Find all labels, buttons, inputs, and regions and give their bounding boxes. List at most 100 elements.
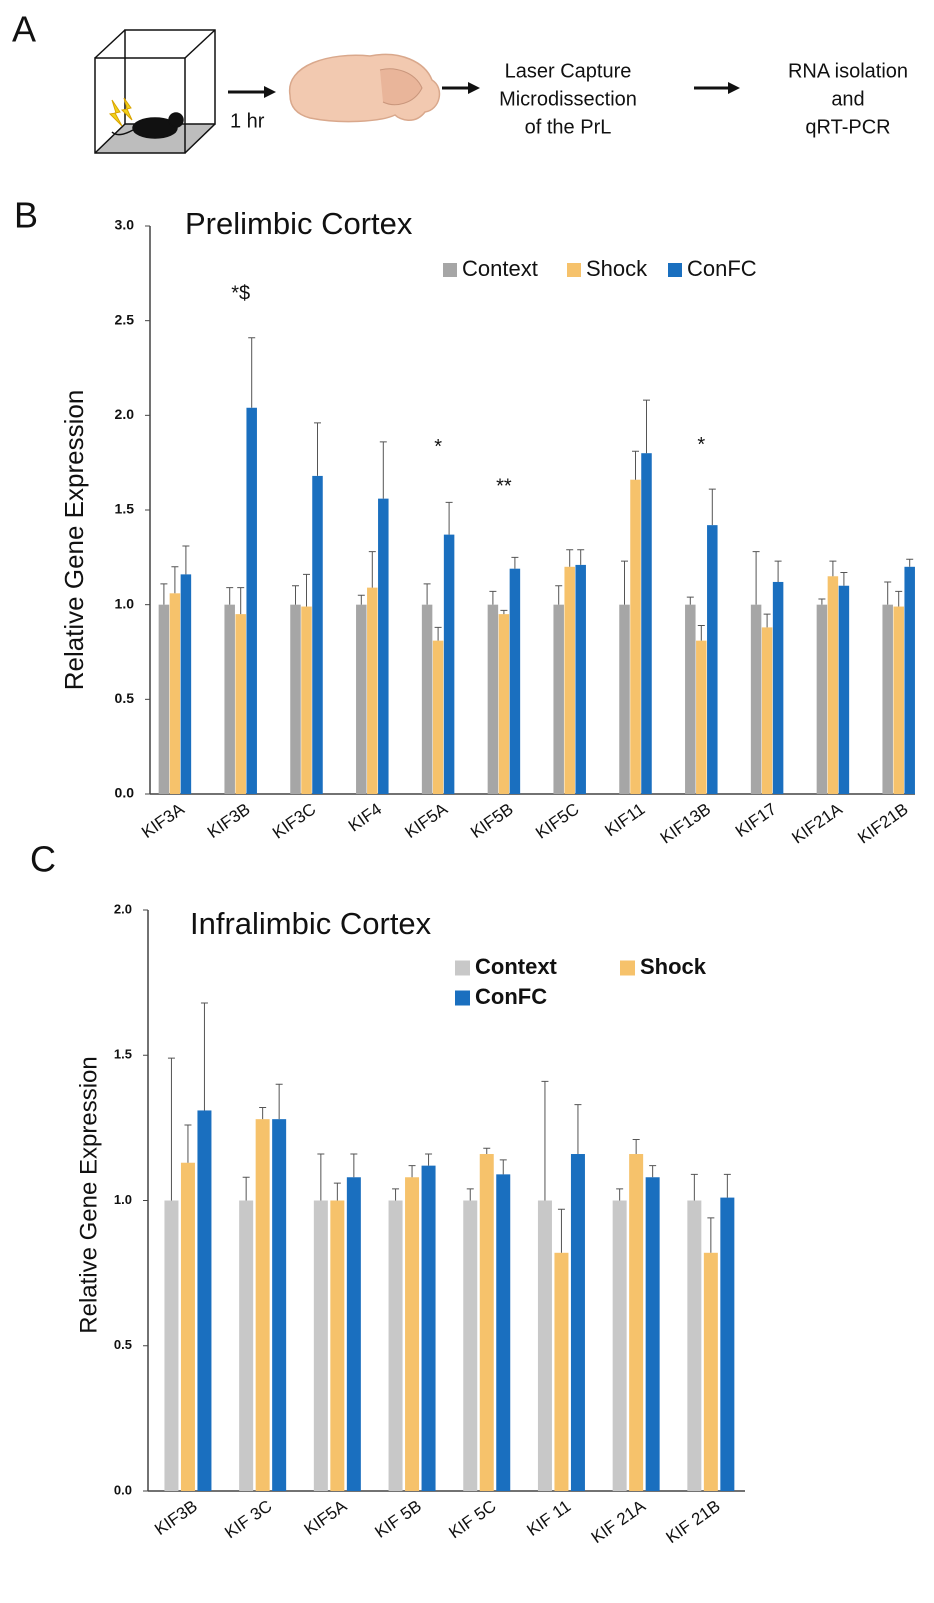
error-bar [314,422,321,476]
bar [509,568,521,794]
bar [904,566,915,794]
x-tick-label: KIF 11 [523,1496,574,1540]
error-bar [723,1173,731,1198]
y-tick-label: 1.5 [115,501,135,517]
error-bar [511,556,519,569]
error-bar [357,594,365,605]
duration-label: 1 hr [230,110,265,132]
y-axis-title: Relative Gene Expression [59,390,89,691]
error-bar [774,560,782,582]
bar [224,604,235,794]
x-tick-label: KIF5A [301,1496,351,1539]
x-tick-label: KIF21A [788,799,846,847]
error-bar [292,585,299,605]
bar [312,475,323,794]
bar [553,604,564,794]
error-bar [242,1176,250,1201]
y-tick-label: 1.0 [114,1192,132,1207]
error-bar [541,1080,549,1201]
error-bar [632,450,639,480]
y-tick-label: 2.5 [115,311,135,327]
bar [443,534,455,794]
error-bar [818,598,826,605]
error-bar [303,573,310,607]
bar [645,1177,660,1491]
significance-label: * [434,436,442,458]
legend-swatch [620,960,635,976]
legend-label: ConFC [475,984,547,1009]
workflow-step: Laser Capture [505,60,632,82]
error-bar [425,1153,433,1166]
y-tick-label: 0.5 [115,690,135,706]
bar [164,1200,179,1491]
significance-label: ** [496,476,512,498]
bar [169,593,181,794]
legend-label: Context [462,256,538,281]
panel-label: B [14,195,38,236]
error-bar [557,1208,565,1253]
error-bar [763,613,771,628]
workflow-step: and [831,88,864,110]
error-bar [752,551,760,605]
error-bar [171,566,179,594]
bar [564,566,575,794]
bar [496,1174,511,1491]
bar [630,479,641,794]
error-bar [690,1173,698,1201]
bar [570,1154,585,1491]
bar [685,604,696,794]
error-bar [574,1104,582,1155]
error-bar [445,501,453,535]
bar [882,604,893,794]
x-tick-label: KIF3A [138,799,188,842]
bar [696,640,707,794]
y-tick-label: 0.0 [115,785,135,801]
error-bar [707,1217,715,1253]
error-bar [379,441,387,499]
bar [498,614,510,794]
error-bar [616,1188,624,1201]
significance-label: *$ [231,282,250,304]
bar [703,1252,718,1491]
error-bar [317,1153,325,1201]
y-tick-label: 1.5 [114,1047,132,1062]
error-bar [686,596,694,605]
error-bar [621,560,628,605]
y-tick-label: 3.0 [115,217,135,233]
legend-swatch [567,263,581,277]
legend-swatch [455,960,470,976]
legend-label: Shock [586,256,648,281]
workflow-step: Microdissection [499,88,637,110]
bar [687,1200,702,1491]
bar [463,1200,478,1491]
bar [838,585,850,794]
x-tick-label: KIF 21A [588,1496,650,1547]
bar [707,525,718,794]
bar [619,604,630,794]
error-bar [906,558,914,567]
bar [479,1154,494,1491]
y-tick-label: 0.0 [114,1482,132,1497]
error-bar [489,590,497,605]
y-tick-label: 0.5 [114,1337,132,1352]
error-bar [226,587,234,605]
bar [197,1110,212,1491]
bar [356,604,367,794]
x-tick-label: KIF3B [204,799,254,842]
legend-label: Context [475,954,558,979]
error-bar [697,624,705,641]
x-tick-label: KIF13B [657,799,714,847]
error-bar [350,1153,358,1178]
bar [388,1200,403,1491]
error-bar [829,560,837,577]
bar [180,1162,195,1491]
x-tick-label: KIF11 [601,799,648,840]
error-bar [840,571,848,586]
bar [827,576,839,794]
x-tick-label: KIF 5B [371,1496,424,1541]
bar [432,640,444,794]
bar [290,604,301,794]
bar [761,627,773,794]
error-bar [500,609,508,615]
